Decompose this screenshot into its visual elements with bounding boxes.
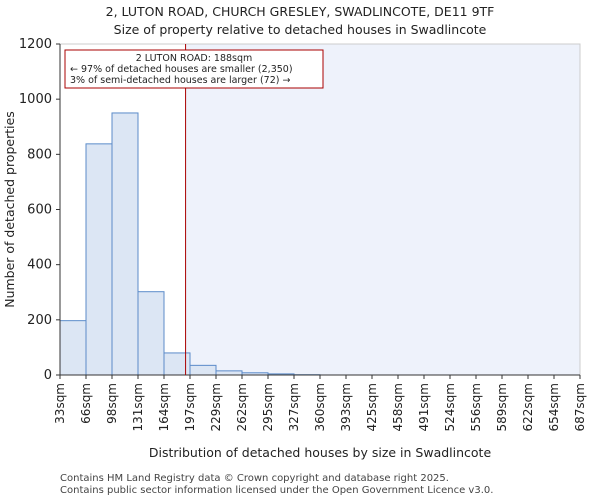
x-tick-label: 197sqm bbox=[183, 383, 197, 431]
x-axis-label: Distribution of detached houses by size … bbox=[149, 445, 492, 460]
x-tick-label: 687sqm bbox=[573, 383, 587, 431]
x-tick-label: 425sqm bbox=[365, 383, 379, 431]
bar-229sqm bbox=[215, 370, 243, 376]
x-tick-label: 654sqm bbox=[547, 383, 561, 431]
annotation-line1: 2 LUTON ROAD: 188sqm bbox=[136, 53, 253, 64]
bar-98sqm bbox=[111, 112, 139, 376]
x-tick-label: 458sqm bbox=[391, 383, 405, 431]
bar-164sqm bbox=[163, 352, 191, 376]
x-tick-label: 491sqm bbox=[417, 383, 431, 431]
y-tick-label: 0 bbox=[44, 368, 52, 383]
bar-197sqm bbox=[189, 364, 217, 376]
x-tick-label: 524sqm bbox=[443, 383, 457, 431]
x-tick-label: 589sqm bbox=[495, 383, 509, 431]
y-tick-label: 200 bbox=[27, 313, 52, 328]
footer-line2: Contains public sector information licen… bbox=[60, 485, 494, 496]
chart-title-line2: Size of property relative to detached ho… bbox=[113, 22, 487, 37]
chart-title-line1: 2, LUTON ROAD, CHURCH GRESLEY, SWADLINCO… bbox=[105, 4, 495, 19]
x-tick-label: 360sqm bbox=[313, 383, 327, 431]
bar-33sqm bbox=[59, 320, 87, 376]
y-tick-label: 600 bbox=[27, 203, 52, 218]
y-tick-label: 400 bbox=[27, 258, 52, 273]
y-axis-label: Number of detached properties bbox=[2, 111, 17, 308]
x-tick-label: 131sqm bbox=[131, 383, 145, 431]
annotation-line2: ← 97% of detached houses are smaller (2,… bbox=[70, 64, 293, 75]
x-tick-label: 98sqm bbox=[105, 383, 119, 424]
y-tick-label: 800 bbox=[27, 147, 52, 162]
bar-131sqm bbox=[137, 291, 165, 376]
x-tick-label: 556sqm bbox=[469, 383, 483, 431]
x-tick-label: 66sqm bbox=[79, 383, 93, 424]
x-tick-label: 327sqm bbox=[287, 383, 301, 431]
highlight-region bbox=[185, 44, 580, 375]
y-tick-label: 1000 bbox=[19, 92, 52, 107]
annotation-box bbox=[64, 49, 324, 89]
x-tick-label: 622sqm bbox=[521, 383, 535, 431]
y-tick-label: 1200 bbox=[19, 37, 52, 52]
x-tick-label: 262sqm bbox=[235, 383, 249, 431]
x-tick-label: 295sqm bbox=[261, 383, 275, 431]
x-tick-label: 33sqm bbox=[53, 383, 67, 424]
annotation-line3: 3% of semi-detached houses are larger (7… bbox=[70, 75, 290, 86]
footer-line1: Contains HM Land Registry data © Crown c… bbox=[60, 473, 449, 484]
x-tick-label: 393sqm bbox=[339, 383, 353, 431]
x-tick-label: 229sqm bbox=[209, 383, 223, 431]
bar-66sqm bbox=[85, 143, 113, 376]
x-tick-label: 164sqm bbox=[157, 383, 171, 431]
